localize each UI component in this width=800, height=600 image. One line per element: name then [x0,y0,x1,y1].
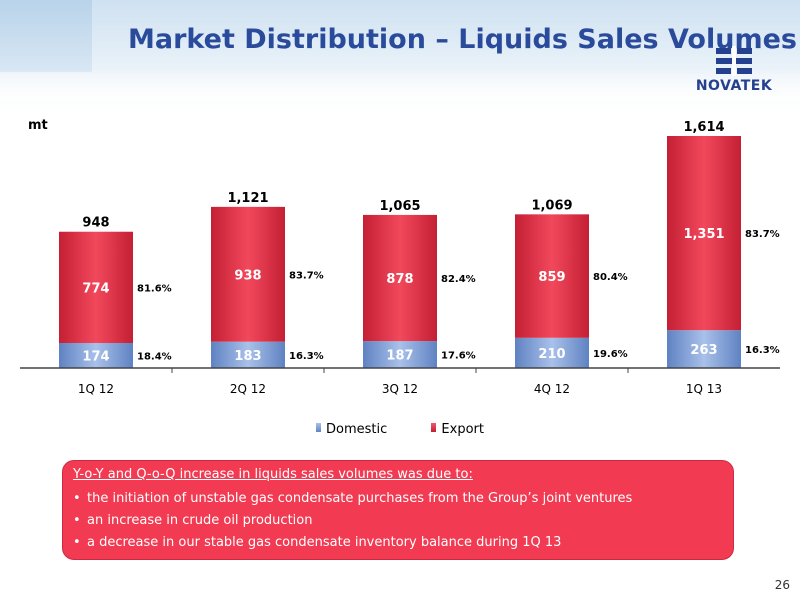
total-label: 1,121 [227,191,268,206]
share-label-export: 82.4% [441,274,476,285]
header-left-panel [0,0,92,72]
data-label-export: 859 [538,270,565,285]
bullet-dot-icon: • [73,491,81,506]
legend-item-export: Export [431,422,484,437]
share-label-domestic: 16.3% [745,345,780,356]
note-bullet-text: an increase in crude oil production [87,513,313,528]
chart-legend: Domestic Export [0,422,800,437]
legend-swatch-domestic [316,423,322,432]
bullet-dot-icon: • [73,535,81,550]
share-label-domestic: 17.6% [441,351,476,362]
x-tick-label: 1Q 12 [78,382,114,396]
legend-swatch-export [431,423,437,432]
logo-text: NOVATEK [695,78,773,94]
data-label-domestic: 187 [386,349,413,364]
data-label-domestic: 263 [690,343,717,358]
page-title: Market Distribution – Liquids Sales Volu… [128,24,797,55]
data-label-export: 1,351 [683,227,724,242]
bar-export [667,136,741,331]
total-label: 948 [82,216,109,231]
share-label-export: 83.7% [289,270,324,281]
data-label-domestic: 174 [82,349,109,364]
legend-label-domestic: Domestic [326,422,388,437]
x-tick-label: 4Q 12 [534,382,570,396]
data-label-export: 774 [82,281,109,296]
bar-export [363,214,437,342]
novatek-logo: NOVATEK [684,46,784,96]
note-heading: Y-o-Y and Q-o-Q increase in liquids sale… [73,467,473,482]
share-label-export: 83.7% [745,229,780,240]
liquids-sales-chart: 174 774 948 18.4% 81.6% 1Q 12 183 938 1,121 16.3%… [20,120,780,396]
bar-domestic [211,341,285,368]
x-tick-label: 3Q 12 [382,382,418,396]
note-bullet-text: a decrease in our stable gas condensate … [87,535,562,550]
share-label-export: 80.4% [593,272,628,283]
header-banner [0,0,800,110]
note-box: Y-o-Y and Q-o-Q increase in liquids sale… [62,460,734,560]
data-label-domestic: 183 [234,349,261,364]
note-bullet: • an increase in crude oil production [73,510,723,532]
total-label: 1,065 [379,199,420,214]
bar-export [515,214,589,338]
share-label-export: 81.6% [137,283,172,294]
page-number: 26 [774,578,790,592]
total-label: 1,069 [531,198,572,213]
bar-export [59,231,133,343]
share-label-domestic: 16.3% [289,351,324,362]
legend-label-export: Export [441,422,484,437]
share-label-domestic: 18.4% [137,351,172,362]
note-bullet: • the initiation of unstable gas condensa… [73,488,723,510]
data-label-export: 938 [234,268,261,283]
note-bullet-list: • the initiation of unstable gas condensa… [73,488,723,554]
share-label-domestic: 19.6% [593,349,628,360]
bar-domestic [59,342,133,368]
bar-domestic [363,341,437,368]
bar-domestic [667,330,741,368]
note-bullet: • a decrease in our stable gas condensate… [73,532,723,554]
bar-export [211,206,285,342]
x-tick-label: 1Q 13 [686,382,722,396]
data-label-export: 878 [386,272,413,287]
total-label: 1,614 [683,120,724,135]
bullet-dot-icon: • [73,513,81,528]
bar-domestic [515,337,589,368]
x-tick-label: 2Q 12 [230,382,266,396]
note-bullet-text: the initiation of unstable gas condensat… [87,491,633,506]
header-band [0,68,800,102]
legend-item-domestic: Domestic [316,422,387,437]
novatek-logo-icon [716,46,752,76]
unit-label: mt [28,118,48,133]
data-label-domestic: 210 [538,347,565,362]
